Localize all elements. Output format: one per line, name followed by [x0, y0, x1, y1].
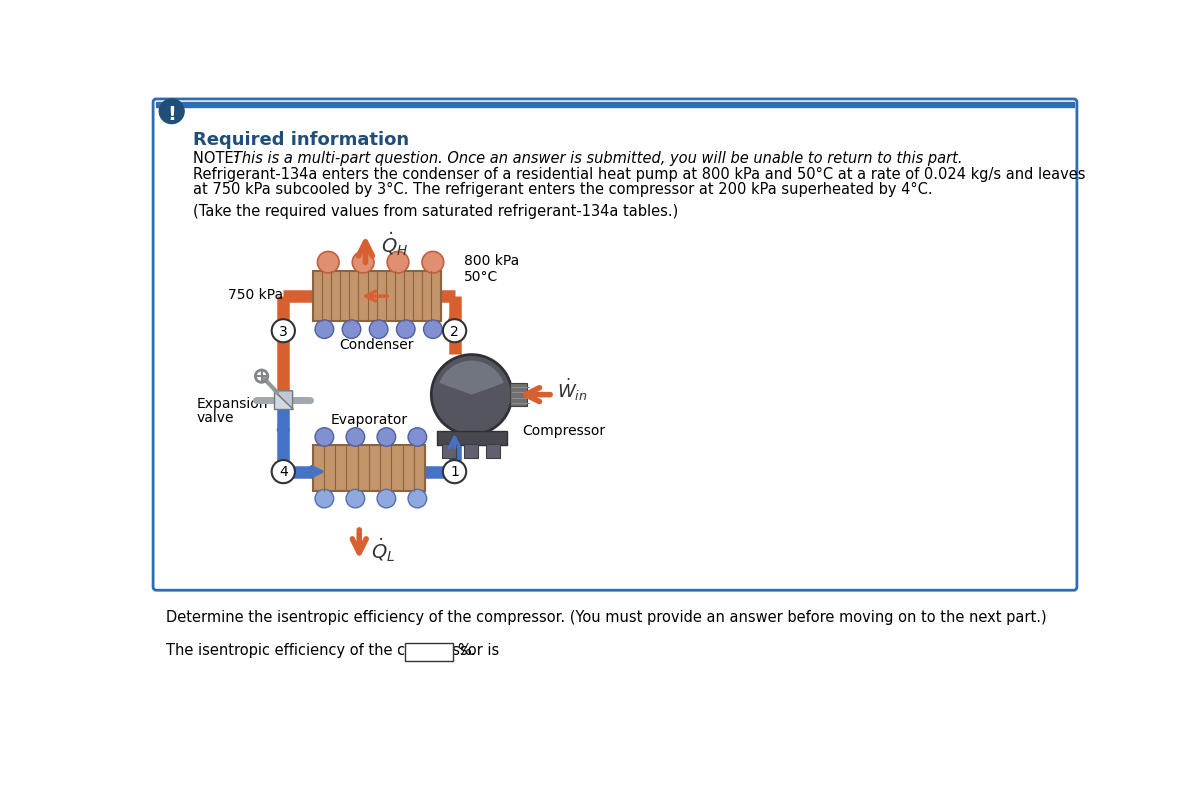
Text: Expansion: Expansion [197, 397, 268, 411]
Bar [313, 445, 425, 491]
Bar [486, 444, 499, 458]
FancyBboxPatch shape [154, 99, 1076, 590]
Circle shape [316, 320, 334, 339]
Circle shape [346, 427, 365, 446]
Bar [313, 272, 440, 321]
Circle shape [346, 489, 365, 508]
Text: Condenser: Condenser [340, 339, 414, 352]
Circle shape [353, 252, 374, 273]
Circle shape [271, 319, 295, 342]
Text: %.: %. [457, 642, 476, 658]
Bar [437, 431, 506, 445]
Bar [156, 102, 1074, 106]
Circle shape [316, 427, 334, 446]
Text: !: ! [167, 105, 176, 124]
Text: 50°C: 50°C [464, 270, 498, 284]
Text: 1: 1 [450, 465, 460, 479]
Text: Refrigerant-134a enters the condenser of a residential heat pump at 800 kPa and : Refrigerant-134a enters the condenser of… [193, 167, 1085, 181]
Text: NOTE:: NOTE: [193, 151, 242, 166]
Text: $\dot{W}_{in}$: $\dot{W}_{in}$ [557, 377, 588, 403]
Circle shape [422, 252, 444, 273]
Circle shape [317, 252, 340, 273]
Text: $\dot{Q}_H$: $\dot{Q}_H$ [380, 231, 408, 258]
Circle shape [431, 355, 512, 435]
Circle shape [408, 427, 427, 446]
Text: Compressor: Compressor [522, 423, 605, 438]
Bar [464, 444, 478, 458]
Circle shape [396, 320, 415, 339]
Text: at 750 kPa subcooled by 3°C. The refrigerant enters the compressor at 200 kPa su: at 750 kPa subcooled by 3°C. The refrige… [193, 182, 932, 197]
Polygon shape [274, 391, 293, 409]
Text: Required information: Required information [193, 130, 409, 149]
Text: valve: valve [197, 411, 234, 425]
Text: Evaporator: Evaporator [330, 413, 408, 427]
Text: This is a multi-part question. Once an answer is submitted, you will be unable t: This is a multi-part question. Once an a… [233, 151, 962, 166]
Text: 800 kPa: 800 kPa [464, 254, 520, 268]
Circle shape [271, 460, 295, 483]
Text: The isentropic efficiency of the compressor is: The isentropic efficiency of the compres… [166, 642, 499, 658]
Circle shape [377, 489, 396, 508]
Circle shape [377, 427, 396, 446]
Polygon shape [274, 391, 293, 409]
Circle shape [388, 252, 409, 273]
Circle shape [443, 460, 466, 483]
Text: 750 kPa: 750 kPa [228, 288, 283, 301]
Circle shape [443, 319, 466, 342]
Circle shape [370, 320, 388, 339]
Text: (Take the required values from saturated refrigerant-134a tables.): (Take the required values from saturated… [193, 204, 678, 219]
Text: Determine the isentropic efficiency of the compressor. (You must provide an answ: Determine the isentropic efficiency of t… [166, 610, 1046, 626]
FancyBboxPatch shape [404, 642, 454, 661]
Text: 4: 4 [278, 465, 288, 479]
Text: 3: 3 [278, 324, 288, 339]
Circle shape [160, 99, 184, 124]
Text: 2: 2 [450, 324, 458, 339]
Circle shape [424, 320, 442, 339]
Text: $\dot{Q}_L$: $\dot{Q}_L$ [371, 536, 395, 564]
Circle shape [342, 320, 361, 339]
Circle shape [408, 489, 427, 508]
Circle shape [316, 489, 334, 508]
Wedge shape [439, 360, 504, 395]
Bar [510, 383, 528, 406]
Bar [442, 444, 456, 458]
